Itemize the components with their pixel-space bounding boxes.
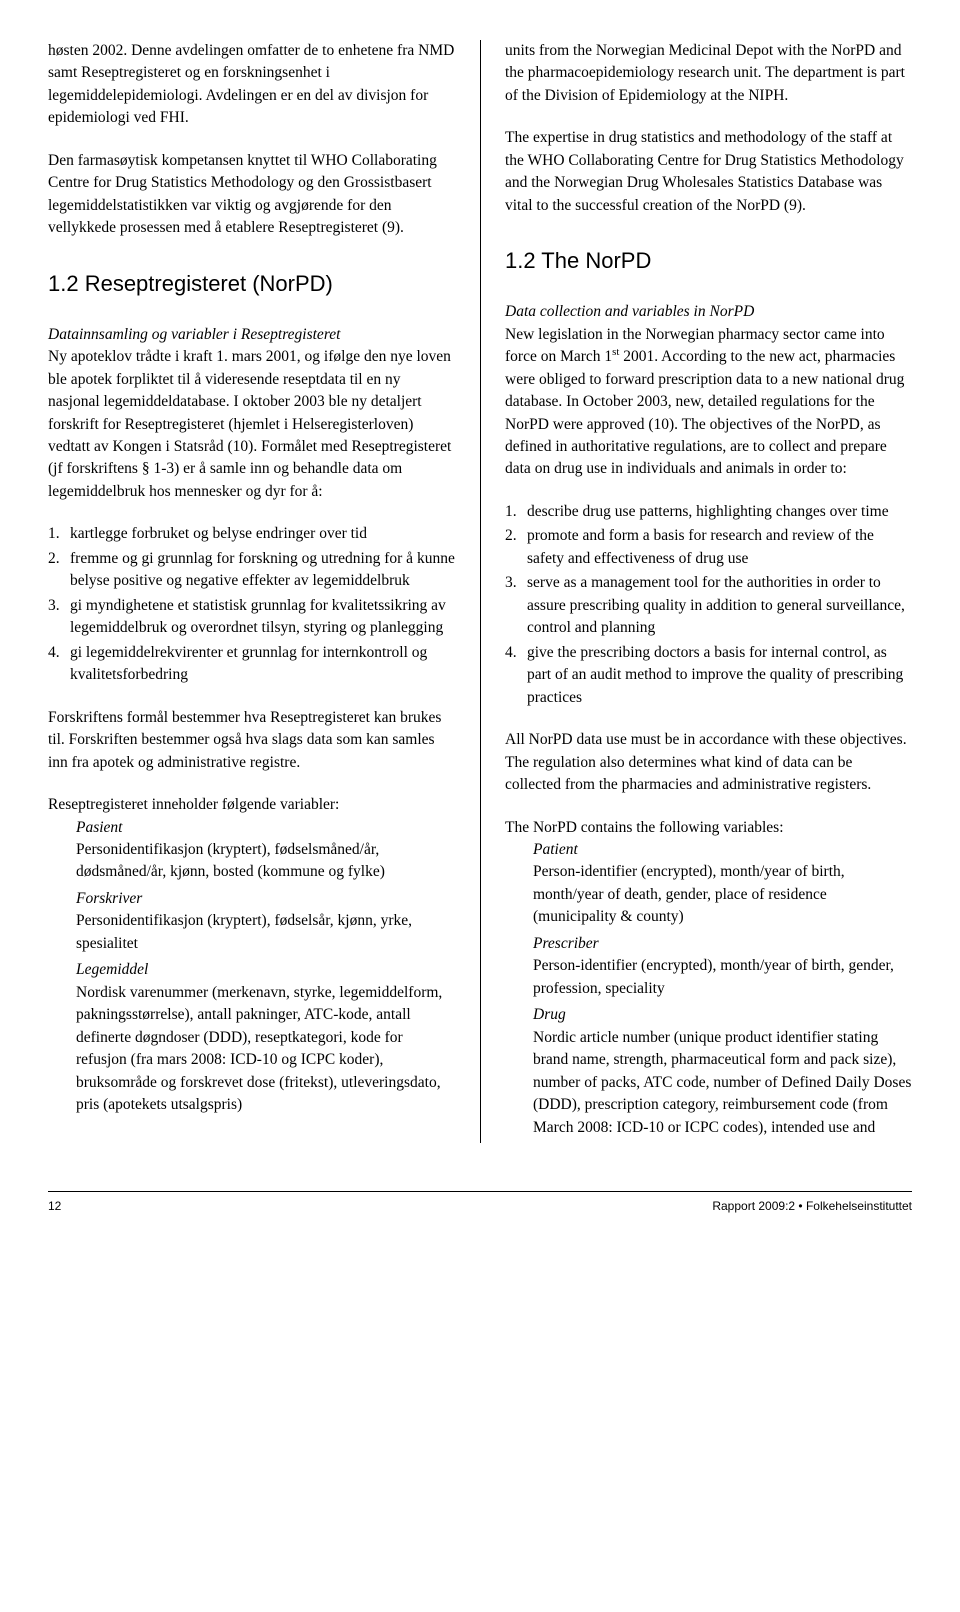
- objectives-list-en: describe drug use patterns, highlighting…: [505, 501, 912, 709]
- list-item: serve as a management tool for the autho…: [505, 572, 912, 639]
- para-en-2: The expertise in drug statistics and met…: [505, 127, 912, 217]
- var-prescriber: Prescriber Person-identifier (encrypted)…: [505, 933, 912, 1000]
- para-no-1: høsten 2002. Denne avdelingen omfatter d…: [48, 40, 456, 130]
- objectives-list-no: kartlegge forbruket og belyse endringer …: [48, 523, 456, 686]
- report-id: Rapport 2009:2 • Folkehelseinstituttet: [712, 1198, 912, 1215]
- var-label: Prescriber: [533, 933, 912, 955]
- list-item: kartlegge forbruket og belyse endringer …: [48, 523, 456, 545]
- var-patient: Patient Person-identifier (encrypted), m…: [505, 839, 912, 929]
- list-item: gi legemiddelrekvirenter et grunnlag for…: [48, 642, 456, 687]
- two-column-layout: høsten 2002. Denne avdelingen omfatter d…: [48, 40, 912, 1143]
- var-label: Drug: [533, 1004, 912, 1026]
- right-column: units from the Norwegian Medicinal Depot…: [480, 40, 912, 1143]
- subhead-no: Datainnsamling og variabler i Reseptregi…: [48, 326, 340, 343]
- para-no-4: Forskriftens formål bestemmer hva Resept…: [48, 707, 456, 774]
- var-pasient: Pasient Personidentifikasjon (kryptert),…: [48, 817, 456, 884]
- vars-intro-en: The NorPD contains the following variabl…: [505, 817, 912, 839]
- heading-en: 1.2 The NorPD: [505, 245, 912, 277]
- var-label: Legemiddel: [76, 959, 456, 981]
- var-text: Person-identifier (encrypted), month/yea…: [533, 955, 912, 1000]
- para-en-1: units from the Norwegian Medicinal Depot…: [505, 40, 912, 107]
- page-number: 12: [48, 1198, 61, 1215]
- var-label: Forskriver: [76, 888, 456, 910]
- list-item: promote and form a basis for research an…: [505, 525, 912, 570]
- para-en-3: Data collection and variables in NorPD N…: [505, 301, 912, 481]
- var-label: Patient: [533, 839, 912, 861]
- var-drug: Drug Nordic article number (unique produ…: [505, 1004, 912, 1139]
- list-item: fremme og gi grunnlag for forskning og u…: [48, 548, 456, 593]
- list-item: describe drug use patterns, highlighting…: [505, 501, 912, 523]
- var-text: Nordisk varenummer (merkenavn, styrke, l…: [76, 982, 456, 1117]
- para-no-2: Den farmasøytisk kompetansen knyttet til…: [48, 150, 456, 240]
- left-column: høsten 2002. Denne avdelingen omfatter d…: [48, 40, 480, 1143]
- var-label: Pasient: [76, 817, 456, 839]
- para-no-3-body: Ny apoteklov trådte i kraft 1. mars 2001…: [48, 348, 451, 500]
- para-no-3: Datainnsamling og variabler i Reseptregi…: [48, 324, 456, 504]
- var-legemiddel: Legemiddel Nordisk varenummer (merkenavn…: [48, 959, 456, 1116]
- para-en-4: All NorPD data use must be in accordance…: [505, 729, 912, 796]
- var-text: Personidentifikasjon (kryptert), fødsels…: [76, 910, 456, 955]
- para-en-3b: 2001. According to the new act, pharmaci…: [505, 348, 904, 477]
- vars-intro-no: Reseptregisteret inneholder følgende var…: [48, 794, 456, 816]
- list-item: give the prescribing doctors a basis for…: [505, 642, 912, 709]
- var-text: Personidentifikasjon (kryptert), fødsels…: [76, 839, 456, 884]
- subhead-en: Data collection and variables in NorPD: [505, 303, 754, 320]
- page-footer: 12 Rapport 2009:2 • Folkehelseinstitutte…: [48, 1191, 912, 1215]
- var-text: Person-identifier (encrypted), month/yea…: [533, 861, 912, 928]
- list-item: gi myndighetene et statistisk grunnlag f…: [48, 595, 456, 640]
- var-forskriver: Forskriver Personidentifikasjon (krypter…: [48, 888, 456, 955]
- var-text: Nordic article number (unique product id…: [533, 1027, 912, 1139]
- heading-no: 1.2 Reseptregisteret (NorPD): [48, 268, 456, 300]
